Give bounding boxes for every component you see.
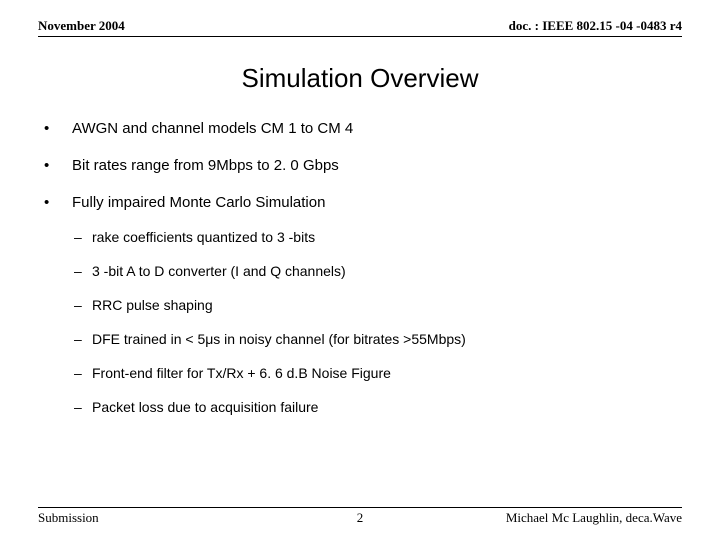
- sub-bullet-text: DFE trained in < 5μs in noisy channel (f…: [92, 331, 466, 347]
- slide-content: AWGN and channel models CM 1 to CM 4 Bit…: [38, 120, 682, 507]
- bullet-list: AWGN and channel models CM 1 to CM 4 Bit…: [38, 120, 682, 415]
- bullet-text: AWGN and channel models CM 1 to CM 4: [64, 120, 353, 137]
- sub-bullet-item: rake coefficients quantized to 3 -bits: [92, 229, 682, 245]
- footer-left: Submission: [38, 510, 99, 526]
- sub-bullet-text: RRC pulse shaping: [92, 297, 213, 313]
- sub-bullet-item: 3 -bit A to D converter (I and Q channel…: [92, 263, 682, 279]
- sub-bullet-item: DFE trained in < 5μs in noisy channel (f…: [92, 331, 682, 347]
- footer-author: Michael Mc Laughlin, deca.Wave: [506, 510, 682, 526]
- sub-bullet-item: Front-end filter for Tx/Rx + 6. 6 d.B No…: [92, 365, 682, 381]
- slide-title: Simulation Overview: [38, 63, 682, 94]
- header-date: November 2004: [38, 18, 125, 34]
- footer-bar: Submission 2 Michael Mc Laughlin, deca.W…: [38, 507, 682, 526]
- header-doc-id: doc. : IEEE 802.15 -04 -0483 r4: [509, 18, 682, 34]
- sub-bullet-text: Packet loss due to acquisition failure: [92, 399, 318, 415]
- bullet-text: Fully impaired Monte Carlo Simulation: [64, 194, 325, 211]
- bullet-item: Fully impaired Monte Carlo Simulation ra…: [64, 194, 682, 415]
- sub-bullet-item: RRC pulse shaping: [92, 297, 682, 313]
- sub-bullet-text: rake coefficients quantized to 3 -bits: [92, 229, 315, 245]
- sub-bullet-text: Front-end filter for Tx/Rx + 6. 6 d.B No…: [92, 365, 391, 381]
- sub-bullet-text: 3 -bit A to D converter (I and Q channel…: [92, 263, 346, 279]
- footer-page-number: 2: [357, 510, 364, 526]
- sub-bullet-list: rake coefficients quantized to 3 -bits 3…: [64, 229, 682, 415]
- bullet-item: AWGN and channel models CM 1 to CM 4: [64, 120, 682, 137]
- sub-bullet-item: Packet loss due to acquisition failure: [92, 399, 682, 415]
- bullet-text: Bit rates range from 9Mbps to 2. 0 Gbps: [64, 157, 339, 174]
- bullet-item: Bit rates range from 9Mbps to 2. 0 Gbps: [64, 157, 682, 174]
- header-bar: November 2004 doc. : IEEE 802.15 -04 -04…: [38, 18, 682, 37]
